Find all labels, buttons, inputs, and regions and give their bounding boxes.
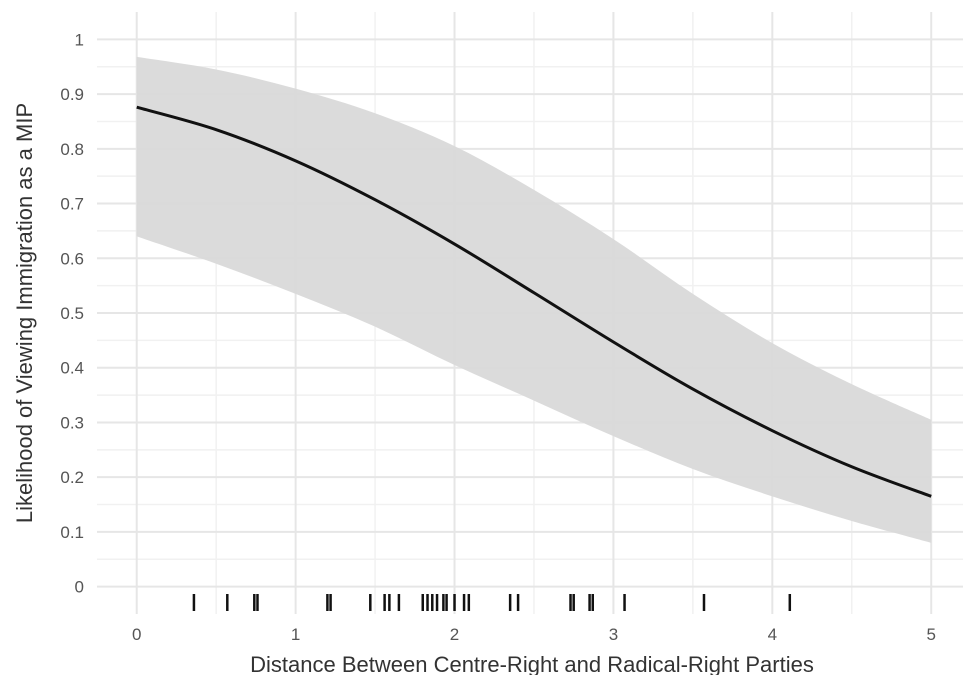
y-tick-label: 0.3 — [60, 413, 84, 432]
y-tick-label: 0.1 — [60, 523, 84, 542]
y-tick-label: 0.6 — [60, 249, 84, 268]
y-tick-label: 0.5 — [60, 304, 84, 323]
x-tick-label: 2 — [450, 625, 459, 644]
y-tick-label: 0.2 — [60, 468, 84, 487]
y-tick-label: 1 — [75, 30, 84, 49]
x-tick-label: 0 — [132, 625, 141, 644]
x-tick-label: 3 — [609, 625, 618, 644]
fitted-line-layer — [136, 105, 932, 498]
y-tick-label: 0 — [75, 578, 84, 597]
y-axis-title: Likelihood of Viewing Immigration as a M… — [12, 103, 37, 523]
x-tick-label: 5 — [926, 625, 935, 644]
y-tick-label: 0.4 — [60, 359, 84, 378]
y-tick-labels: 0 0.1 0.2 0.3 0.4 0.5 0.6 0.7 0.8 0.9 1 — [60, 30, 84, 596]
x-tick-label: 1 — [291, 625, 300, 644]
rug-layer — [192, 594, 792, 611]
y-tick-label: 0.7 — [60, 195, 84, 214]
y-tick-label: 0.9 — [60, 85, 84, 104]
x-axis-title: Distance Between Centre-Right and Radica… — [250, 652, 814, 675]
x-tick-labels: 0 1 2 3 4 5 — [132, 625, 936, 644]
x-tick-label: 4 — [768, 625, 777, 644]
fitted-line — [136, 105, 932, 498]
y-tick-label: 0.8 — [60, 140, 84, 159]
